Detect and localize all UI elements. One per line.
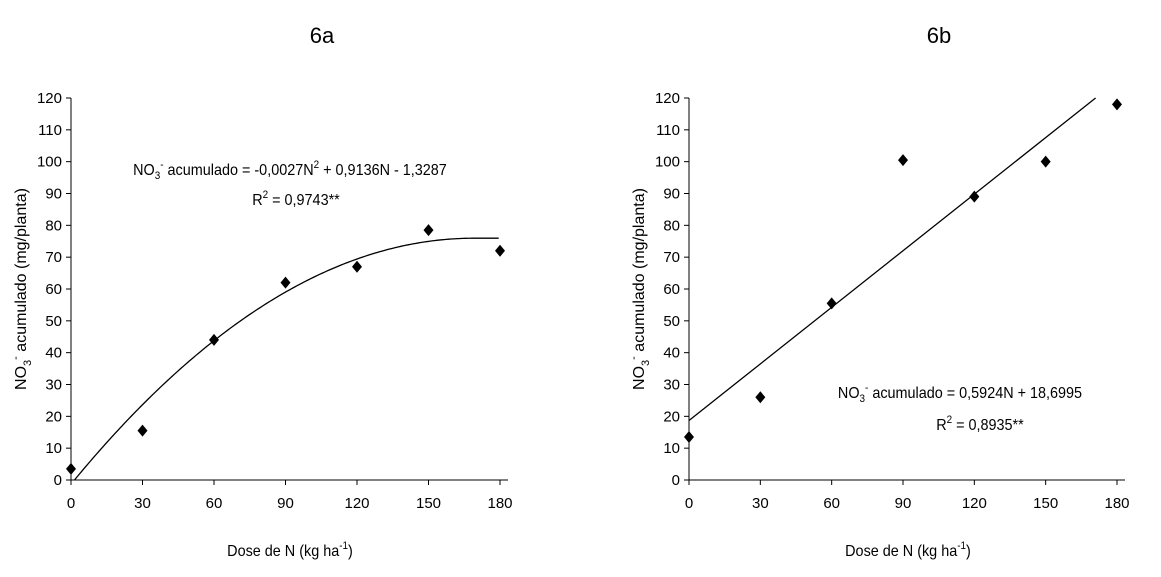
y-tick-label: 0 xyxy=(672,472,680,489)
x-tick-label: 0 xyxy=(67,495,75,512)
y-tick-label: 30 xyxy=(45,377,62,394)
y-tick-label: 90 xyxy=(663,186,680,203)
x-axis-label: Dose de N (kg ha-1) xyxy=(845,541,971,561)
y-ticks: 0 10 20 30 40 50 60 70 80 90 100 110 120 xyxy=(37,90,71,489)
x-axis-label: Dose de N (kg ha-1) xyxy=(227,541,353,561)
x-tick-label: 60 xyxy=(206,495,223,512)
data-point xyxy=(352,260,362,273)
x-tick-label: 30 xyxy=(134,495,151,512)
y-tick-label: 80 xyxy=(663,217,680,234)
chart-title: 6b xyxy=(927,23,951,48)
x-tick-label: 30 xyxy=(752,495,769,512)
data-point xyxy=(280,276,291,289)
x-ticks: 0 30 60 90 120 150 180 xyxy=(685,480,1130,512)
data-point xyxy=(898,154,908,167)
y-tick-label: 30 xyxy=(663,377,680,394)
y-tick-label: 40 xyxy=(45,345,62,362)
chart-6b: 6b 0 10 20 30 40 50 60 70 80 90 100 110 120 0 30 60 90 1… xyxy=(628,23,1130,560)
x-tick-label: 0 xyxy=(685,495,693,512)
data-point xyxy=(423,224,434,237)
y-tick-label: 50 xyxy=(663,313,680,330)
x-tick-label: 120 xyxy=(344,495,369,512)
data-point xyxy=(969,190,980,203)
regression-equation: NO3- acumulado = 0,5924N + 18,6995 xyxy=(838,383,1082,406)
x-tick-label: 90 xyxy=(895,495,912,512)
y-tick-label: 110 xyxy=(38,122,62,139)
regression-line xyxy=(688,97,1097,421)
y-tick-label: 100 xyxy=(37,154,62,171)
regression-equation: NO3- acumulado = -0,0027N2 + 0,9136N - 1… xyxy=(133,160,447,183)
x-tick-label: 90 xyxy=(277,495,294,512)
chart-title: 6a xyxy=(310,23,335,48)
y-tick-label: 60 xyxy=(45,281,62,298)
x-tick-label: 60 xyxy=(823,495,840,512)
y-tick-label: 70 xyxy=(45,249,62,266)
y-tick-label: 0 xyxy=(54,472,62,489)
x-tick-label: 120 xyxy=(962,495,987,512)
x-ticks: 0 30 60 90 120 150 180 xyxy=(67,480,513,512)
regression-curve xyxy=(73,237,499,481)
y-tick-label: 10 xyxy=(663,440,680,457)
y-tick-label: 90 xyxy=(45,186,62,203)
y-axis-label: NO3- acumulado (mg/planta) xyxy=(628,188,652,390)
data-points xyxy=(684,98,1122,444)
data-point xyxy=(684,431,694,444)
y-axis-label: NO3- acumulado (mg/planta) xyxy=(10,188,34,390)
x-tick-label: 180 xyxy=(487,495,512,512)
y-tick-label: 100 xyxy=(655,154,680,171)
r-squared-label: R2 = 0,9743** xyxy=(252,190,340,210)
y-tick-label: 70 xyxy=(663,249,680,266)
y-tick-label: 120 xyxy=(37,90,62,107)
data-point xyxy=(209,333,219,346)
data-points xyxy=(66,224,505,475)
r-squared-label: R2 = 0,8935** xyxy=(936,415,1024,435)
chart-6a: 6a 0 10 20 30 40 50 60 70 80 90 100 110 120 0 30 60 90 1… xyxy=(10,23,513,560)
y-tick-label: 40 xyxy=(663,345,680,362)
data-point xyxy=(137,424,148,437)
y-tick-label: 10 xyxy=(45,440,62,457)
data-point xyxy=(495,244,505,257)
y-ticks: 0 10 20 30 40 50 60 70 80 90 100 110 120 xyxy=(655,90,689,489)
y-tick-label: 50 xyxy=(45,313,62,330)
x-tick-label: 180 xyxy=(1104,495,1129,512)
data-point xyxy=(66,462,76,475)
y-tick-label: 60 xyxy=(663,281,680,298)
x-tick-label: 150 xyxy=(416,495,441,512)
y-tick-label: 110 xyxy=(656,122,680,139)
y-tick-label: 20 xyxy=(663,408,680,425)
y-tick-label: 80 xyxy=(45,217,62,234)
data-point xyxy=(1040,155,1051,168)
data-point xyxy=(826,297,837,310)
data-point xyxy=(755,391,766,404)
y-tick-label: 20 xyxy=(45,408,62,425)
y-tick-label: 120 xyxy=(655,90,680,107)
data-point xyxy=(1112,98,1122,111)
x-tick-label: 150 xyxy=(1033,495,1058,512)
